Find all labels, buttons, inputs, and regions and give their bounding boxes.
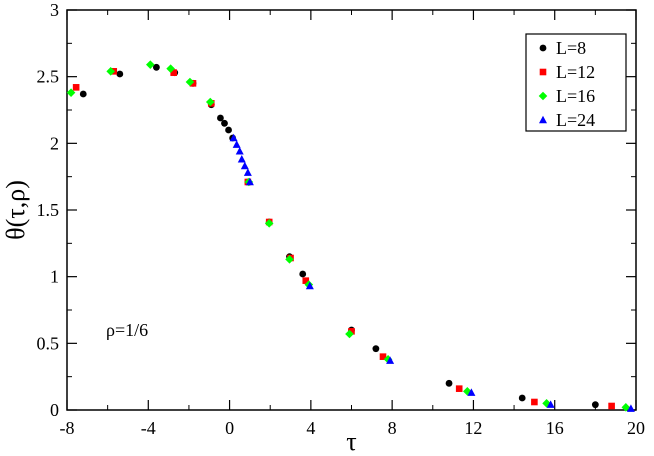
data-point — [240, 161, 249, 170]
x-tick-label: 16 — [546, 418, 564, 438]
legend-marker — [539, 44, 547, 52]
data-point — [626, 404, 635, 412]
x-axis-label: τ — [346, 427, 356, 456]
data-point — [116, 70, 124, 78]
data-point — [235, 147, 244, 155]
legend-marker — [539, 68, 547, 76]
data-series — [66, 60, 635, 412]
rho-annotation: ρ=1/6 — [106, 320, 148, 340]
legend-marker — [539, 115, 547, 124]
y-axis-tick-labels: 0 0.5 1 1.5 2 2.5 3 — [37, 0, 60, 420]
data-point — [153, 63, 160, 71]
x-axis-ticks — [66, 10, 637, 410]
y-tick-label: 2 — [50, 133, 59, 153]
data-point — [170, 69, 177, 76]
legend-marker — [538, 91, 548, 101]
y-tick-label: 3 — [50, 0, 59, 20]
data-point — [229, 133, 238, 142]
y-tick-label: 1 — [50, 267, 59, 287]
legend-label: L=12 — [556, 62, 595, 82]
data-point — [531, 398, 538, 406]
data-point — [445, 379, 453, 387]
data-point — [285, 255, 294, 264]
legend-item: L=8 — [539, 38, 586, 58]
data-point — [146, 60, 155, 69]
data-point — [225, 126, 232, 134]
data-point — [185, 77, 195, 87]
data-point — [166, 64, 175, 73]
legend-label: L=24 — [556, 110, 595, 130]
data-point — [302, 277, 310, 284]
data-point — [217, 114, 224, 122]
y-tick-label: 0 — [50, 400, 59, 420]
x-tick-label: 12 — [464, 418, 482, 438]
data-point — [237, 155, 246, 163]
x-axis-tick-labels: -8 -4 0 4 8 12 16 20 — [60, 418, 646, 438]
series-l-24 — [229, 133, 635, 412]
legend-item: L=24 — [539, 110, 595, 130]
y-tick-label: 0.5 — [37, 333, 60, 353]
data-point — [245, 177, 254, 186]
x-tick-label: -4 — [141, 418, 156, 438]
x-tick-label: 0 — [225, 418, 234, 438]
data-point — [348, 328, 355, 335]
data-point — [372, 345, 380, 353]
data-point — [455, 385, 463, 392]
data-point — [379, 353, 387, 360]
data-point — [345, 329, 354, 339]
legend-item: L=12 — [539, 62, 595, 82]
data-point — [467, 388, 476, 396]
data-point — [66, 88, 76, 97]
legend-label: L=16 — [556, 86, 595, 106]
x-tick-label: -8 — [60, 418, 75, 438]
data-point — [305, 281, 314, 290]
y-axis-label: θ(τ,ρ) — [1, 180, 30, 240]
data-point — [621, 403, 631, 412]
legend: L=8 L=12 L=16 L=24 — [525, 33, 627, 132]
data-point — [221, 119, 228, 127]
x-tick-label: 4 — [306, 418, 315, 438]
data-point — [299, 270, 307, 278]
y-axis-ticks — [67, 9, 636, 411]
x-tick-label: 8 — [388, 418, 397, 438]
data-point — [205, 97, 215, 107]
data-point — [232, 140, 241, 148]
data-point — [518, 394, 526, 402]
series-l-8 — [79, 63, 599, 409]
data-point — [79, 90, 87, 98]
data-point — [106, 67, 115, 76]
data-point — [608, 402, 615, 410]
data-point — [546, 400, 555, 408]
data-point — [386, 356, 395, 364]
data-point — [72, 84, 80, 91]
x-tick-label: 20 — [627, 418, 645, 438]
data-point — [189, 80, 197, 87]
y-tick-label: 1.5 — [37, 200, 60, 220]
data-point — [591, 401, 599, 409]
legend-item: L=16 — [538, 86, 595, 106]
data-point — [264, 219, 274, 228]
legend-label: L=8 — [556, 38, 586, 58]
y-tick-label: 2.5 — [37, 67, 60, 87]
data-point — [243, 168, 252, 176]
